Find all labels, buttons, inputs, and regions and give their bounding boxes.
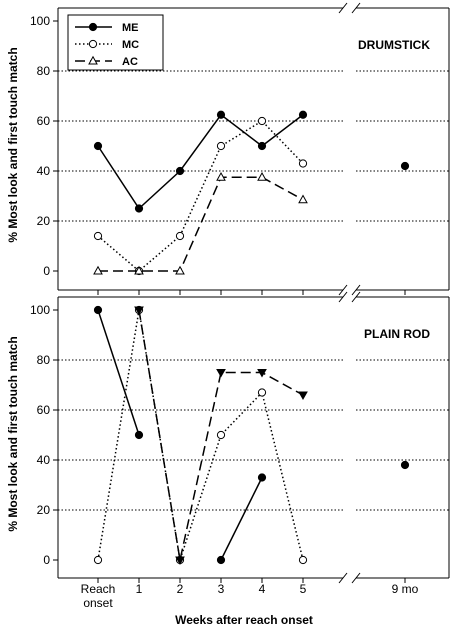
y-axis-title: % Most look and first touch match % Most…	[6, 47, 20, 531]
data-point	[134, 430, 144, 440]
y-axis-title-top: % Most look and first touch match	[6, 47, 20, 242]
data-point	[93, 555, 103, 565]
data-point	[257, 369, 267, 378]
data-point	[175, 231, 185, 241]
y-tick-label: 80	[37, 353, 51, 367]
data-point	[257, 116, 267, 126]
data-point	[175, 166, 185, 176]
data-point	[175, 265, 185, 275]
data-point	[298, 391, 308, 401]
y-tick-label: 80	[37, 64, 51, 78]
series-line	[220, 477, 263, 561]
y-axis-title-bottom: % Most look and first touch match	[6, 336, 20, 531]
axis-break-mark	[351, 291, 361, 303]
y-tick-label: 20	[37, 503, 51, 517]
legend-marker	[88, 39, 98, 49]
data-point	[216, 110, 226, 119]
panel-plain-rod: 0 20 40 60 80 100 PLAIN ROD	[30, 291, 450, 584]
y-tick-label: 100	[30, 14, 50, 28]
legend: ME MC AC	[67, 14, 164, 71]
series-line	[97, 113, 304, 210]
axis-break-mark	[351, 2, 361, 14]
legend-marker	[88, 55, 98, 65]
x-tick-label: 3	[218, 582, 225, 596]
data-point	[175, 556, 185, 566]
panel-drumstick: 0 20 40 60 80 100 DRUMSTICK ME MC AC	[30, 2, 450, 296]
y-tick-label: 0	[43, 264, 50, 278]
panel-label: PLAIN ROD	[364, 327, 430, 341]
data-point	[216, 555, 226, 565]
series-ac	[134, 306, 308, 566]
legend-marker	[88, 22, 98, 32]
axis-break-mark	[338, 572, 348, 584]
panel-frame: 0 20 40 60 80 100	[30, 291, 450, 584]
data-point	[298, 194, 308, 204]
data-point	[134, 204, 144, 213]
series-mc	[93, 116, 308, 276]
series-line	[97, 309, 140, 436]
data-point	[134, 265, 144, 275]
data-point	[298, 555, 308, 565]
data-point	[216, 141, 226, 151]
y-tick-label: 20	[37, 214, 51, 228]
series-line	[97, 120, 304, 272]
data-point	[216, 369, 226, 378]
data-point	[216, 172, 226, 181]
series-me	[93, 305, 410, 565]
data-point	[257, 141, 267, 151]
series-ac	[93, 172, 308, 275]
data-point	[93, 141, 103, 151]
data-point	[257, 172, 267, 181]
x-tick-label: 4	[259, 582, 266, 596]
y-tick-label: 60	[37, 114, 51, 128]
data-point	[93, 305, 103, 315]
data-point	[298, 159, 308, 168]
x-tick-label: onset	[83, 596, 113, 610]
series-line	[138, 309, 304, 561]
series-line	[98, 176, 304, 272]
y-tick-label: 0	[43, 553, 50, 567]
data-point	[134, 306, 144, 316]
y-tick-label: 100	[30, 303, 50, 317]
x-tick-label: 5	[300, 582, 307, 596]
data-point	[257, 473, 267, 482]
data-point	[93, 265, 103, 275]
y-tick-label: 60	[37, 403, 51, 417]
panel-frame: 0 20 40 60 80 100	[30, 2, 450, 296]
x-tick-label: 2	[177, 582, 184, 596]
legend-label: MC	[122, 39, 139, 51]
series-mc	[93, 305, 308, 565]
axis-break-mark	[351, 284, 361, 296]
series-me	[93, 110, 410, 213]
x-tick-label: 1	[136, 582, 143, 596]
legend-label: ME	[122, 22, 139, 34]
axis-break-mark	[338, 2, 348, 14]
data-point-9mo	[400, 161, 410, 171]
panel-label: DRUMSTICK	[358, 38, 430, 52]
x-tick-label: 9 mo	[392, 582, 419, 596]
x-axis-title: Weeks after reach onset	[175, 613, 313, 627]
data-point	[93, 231, 103, 241]
axis-break-mark	[351, 572, 361, 584]
y-tick-label: 40	[37, 164, 51, 178]
legend-label: AC	[122, 56, 138, 68]
axis-break-mark	[338, 291, 348, 303]
data-point-9mo	[400, 460, 410, 470]
y-tick-label: 40	[37, 453, 51, 467]
series-line	[97, 309, 304, 561]
data-point	[216, 430, 226, 440]
axis-break-mark	[338, 284, 348, 296]
data-point	[257, 388, 267, 397]
data-point	[298, 110, 308, 119]
x-tick-label: Reach	[81, 582, 116, 596]
